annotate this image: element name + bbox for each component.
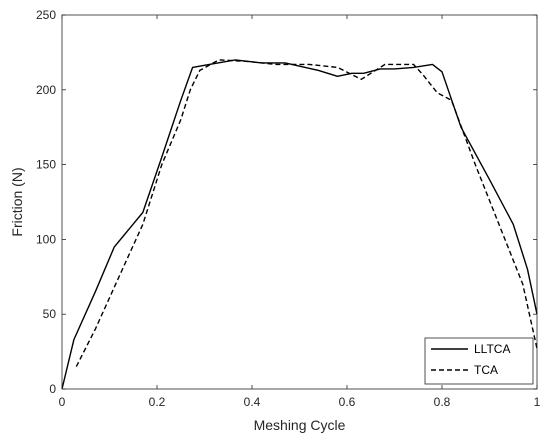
legend: LLTCA TCA — [424, 337, 534, 385]
x-tick-label: 0.6 — [339, 395, 356, 409]
x-tick-label: 0.8 — [434, 395, 451, 409]
y-tick-label: 50 — [43, 307, 57, 321]
tick-labels-layer: 0 0.2 0.4 0.6 0.8 1 0 50 100 150 200 250 — [36, 8, 541, 409]
y-axis-label: Friction (N) — [9, 167, 25, 236]
legend-box — [424, 337, 534, 385]
legend-label-tca: TCA — [474, 363, 498, 377]
ticks-layer — [61, 14, 538, 390]
x-tick-label: 1 — [534, 395, 541, 409]
x-tick-label: 0.4 — [244, 395, 261, 409]
legend-label-lltca: LLTCA — [474, 342, 510, 356]
y-tick-label: 0 — [49, 382, 56, 396]
plot-frame — [61, 14, 538, 390]
y-tick-label: 100 — [36, 232, 56, 246]
y-tick-label: 200 — [36, 83, 56, 97]
x-tick-label: 0.2 — [149, 395, 166, 409]
y-tick-label: 250 — [36, 8, 56, 22]
series-layer — [61, 59, 538, 390]
y-tick-label: 150 — [36, 158, 56, 172]
x-tick-label: 0 — [59, 395, 66, 409]
x-axis-label: Meshing Cycle — [254, 417, 346, 433]
plot-area — [62, 15, 537, 389]
series-line-tca — [75, 59, 538, 367]
